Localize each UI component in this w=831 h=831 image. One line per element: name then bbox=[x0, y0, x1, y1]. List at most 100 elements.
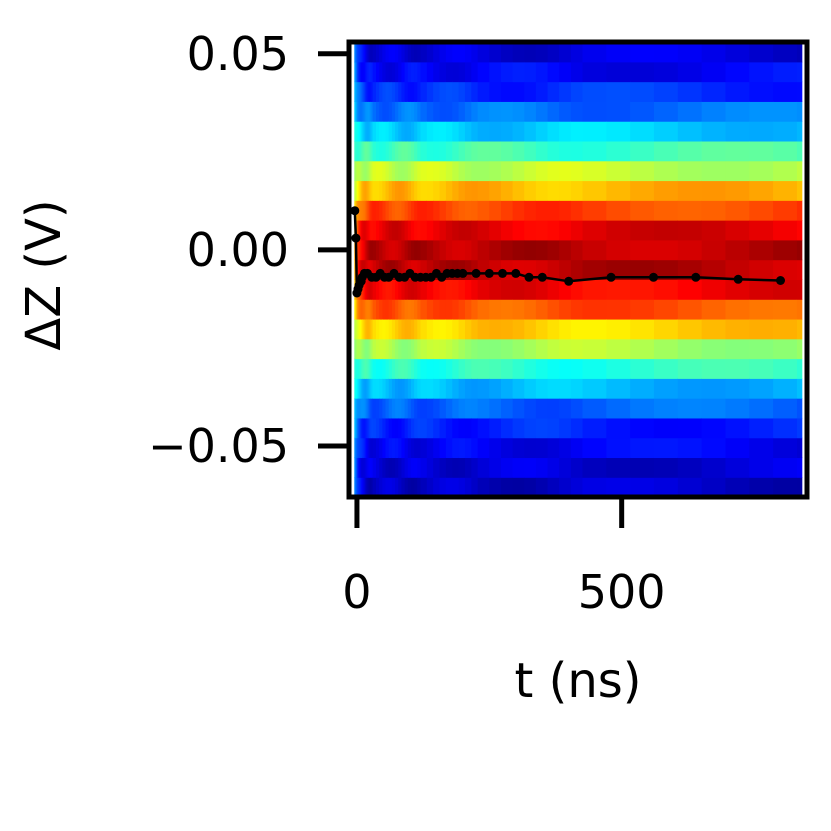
heatmap-cell bbox=[401, 81, 406, 102]
heatmap-cell bbox=[356, 318, 359, 340]
heatmap-cell bbox=[372, 259, 377, 280]
heatmap-cell bbox=[360, 160, 363, 182]
heatmap-cell bbox=[360, 101, 363, 122]
heatmap-cell bbox=[382, 417, 387, 439]
heatmap-cell bbox=[417, 140, 422, 162]
heatmap-cell bbox=[395, 180, 399, 201]
heatmap-cell bbox=[395, 42, 399, 63]
heatmap-cell bbox=[417, 338, 422, 360]
heatmap-cell bbox=[439, 417, 447, 439]
heatmap-cell bbox=[417, 200, 422, 221]
heatmap-cell bbox=[398, 318, 403, 340]
heatmap-cell bbox=[401, 61, 406, 83]
heatmap-cell bbox=[370, 477, 373, 498]
heatmap-cell bbox=[701, 81, 727, 102]
heatmap-cell bbox=[630, 358, 655, 379]
heatmap-cell bbox=[420, 318, 428, 340]
heatmap-cell bbox=[489, 239, 502, 261]
heatmap-cell bbox=[391, 220, 396, 241]
heatmap-cell bbox=[362, 239, 365, 261]
heatmap-cell bbox=[401, 378, 406, 399]
heatmap-cell bbox=[773, 239, 798, 261]
heatmap-cell bbox=[420, 338, 428, 360]
heatmap-cell bbox=[376, 477, 380, 498]
heatmap-cell bbox=[414, 338, 418, 360]
heatmap-cell bbox=[370, 180, 373, 201]
heatmap-cell bbox=[439, 42, 447, 63]
heatmap-cell bbox=[458, 477, 466, 498]
heatmap-cell bbox=[364, 358, 367, 379]
heatmap-cell bbox=[414, 42, 418, 63]
heatmap-cell bbox=[464, 299, 472, 320]
heatmap-cell bbox=[725, 200, 750, 221]
heatmap-cell bbox=[420, 437, 428, 459]
heatmap-cell bbox=[489, 457, 502, 478]
heatmap-cell bbox=[363, 42, 366, 63]
heatmap-cell bbox=[464, 457, 472, 478]
heatmap-cell bbox=[749, 81, 774, 102]
heatmap-cell bbox=[524, 338, 537, 360]
heatmap-cell bbox=[376, 140, 380, 162]
heatmap-cell bbox=[570, 259, 584, 280]
heatmap-cell bbox=[356, 160, 359, 182]
heatmap-cell bbox=[547, 477, 560, 498]
heatmap-cell bbox=[356, 457, 359, 478]
heatmap-cell bbox=[630, 378, 655, 399]
heatmap-cell bbox=[559, 437, 572, 459]
heatmap-cell bbox=[356, 259, 359, 280]
heatmap-cell bbox=[445, 121, 453, 142]
heatmap-cell bbox=[749, 378, 774, 399]
heatmap-cell bbox=[796, 61, 803, 83]
heatmap-cell bbox=[395, 417, 399, 439]
heatmap-cell bbox=[363, 477, 366, 498]
heatmap-cell bbox=[367, 338, 370, 360]
heatmap-cell bbox=[391, 398, 396, 419]
heatmap-cell bbox=[372, 101, 377, 122]
heatmap-cell bbox=[401, 160, 406, 182]
heatmap-cell bbox=[356, 61, 359, 83]
heatmap-cell bbox=[385, 180, 390, 201]
heatmap-cell bbox=[360, 437, 363, 459]
heatmap-cell bbox=[358, 220, 361, 241]
heatmap-cell bbox=[512, 378, 525, 399]
heatmap-cell bbox=[452, 318, 460, 340]
heatmap-cell bbox=[368, 417, 371, 439]
heatmap-cell bbox=[355, 338, 358, 360]
heatmap-cell bbox=[388, 259, 393, 280]
heatmap-cell bbox=[458, 398, 466, 419]
heatmap-cell bbox=[376, 279, 380, 300]
heatmap-cell bbox=[582, 101, 607, 122]
heatmap-cell bbox=[382, 121, 387, 142]
heatmap-cell bbox=[368, 121, 371, 142]
heatmap-cell bbox=[398, 101, 403, 122]
heatmap-cell bbox=[535, 101, 549, 122]
heatmap-cell bbox=[376, 160, 380, 182]
heatmap-cell bbox=[677, 42, 703, 63]
heatmap-cell bbox=[452, 457, 460, 478]
heatmap-cell bbox=[570, 101, 584, 122]
heatmap-cell bbox=[358, 477, 361, 498]
heatmap-cell bbox=[653, 160, 679, 182]
heatmap-cell bbox=[524, 239, 537, 261]
heatmap-cell bbox=[464, 220, 472, 241]
heatmap-cell bbox=[653, 338, 679, 360]
heatmap-cell bbox=[677, 417, 703, 439]
heatmap-cell bbox=[404, 279, 409, 300]
heatmap-cell bbox=[388, 61, 393, 83]
heatmap-cell bbox=[359, 239, 362, 261]
heatmap-cell bbox=[395, 358, 399, 379]
heatmap-cell bbox=[372, 378, 377, 399]
heatmap-cell bbox=[391, 101, 396, 122]
heatmap-cell bbox=[388, 81, 393, 102]
heatmap-cell bbox=[439, 437, 447, 459]
heatmap-cell bbox=[371, 121, 374, 142]
heatmap-cell bbox=[391, 279, 396, 300]
heatmap-cell bbox=[410, 220, 415, 241]
heatmap-cell bbox=[489, 180, 502, 201]
heatmap-cell bbox=[426, 81, 434, 102]
heatmap-cell bbox=[366, 180, 369, 201]
heatmap-cell bbox=[367, 140, 370, 162]
heatmap-cell bbox=[359, 81, 362, 102]
heatmap-cell bbox=[410, 61, 415, 83]
heatmap-cell bbox=[366, 417, 369, 439]
